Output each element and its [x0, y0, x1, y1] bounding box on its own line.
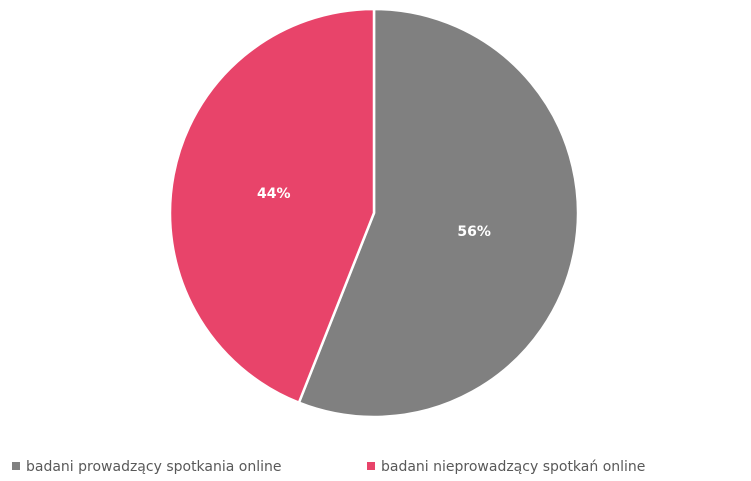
legend-swatch — [12, 462, 20, 470]
data-label: 44% — [257, 186, 291, 202]
data-label: 56% — [457, 224, 491, 240]
legend-label: badani prowadzący spotkania online — [26, 459, 282, 475]
legend-label: badani nieprowadzący spotkań online — [381, 459, 645, 475]
legend-swatch — [367, 462, 375, 470]
pie-slice — [297, 7, 580, 419]
pie-slice — [168, 7, 376, 405]
